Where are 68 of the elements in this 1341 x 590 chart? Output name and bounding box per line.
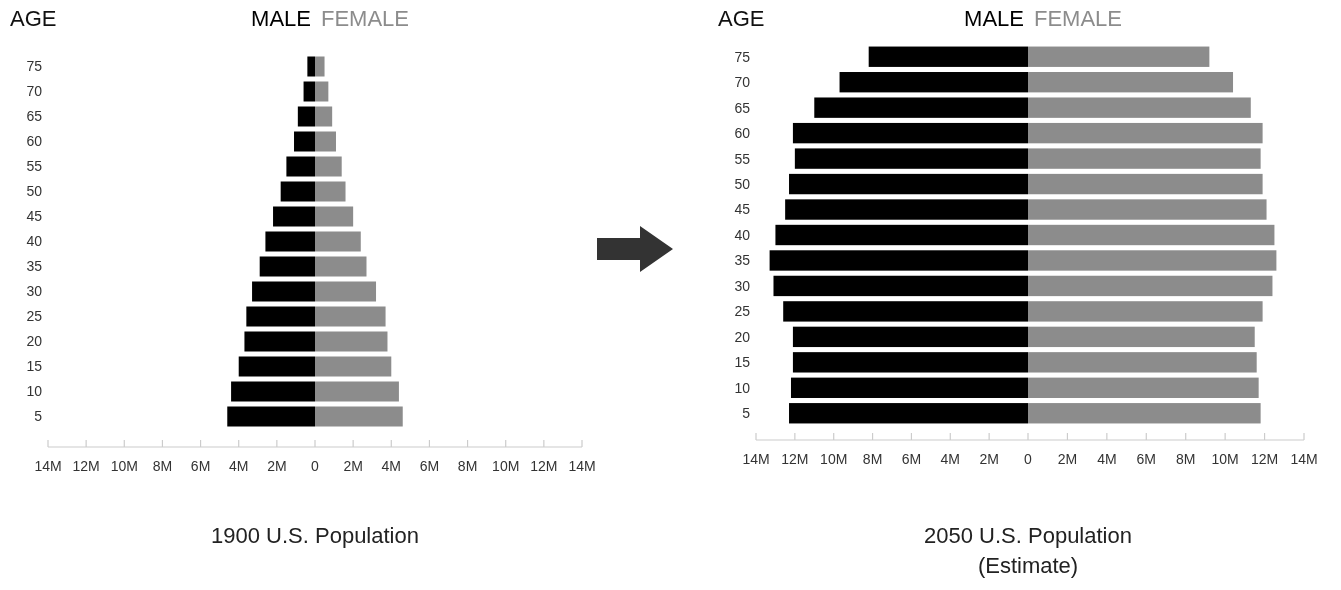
- y-tick-label: 20: [734, 328, 751, 345]
- y-tick-label: 5: [34, 408, 43, 425]
- x-tick-label: 12M: [530, 458, 558, 474]
- text: 1900 U.S. Population: [211, 523, 419, 548]
- x-tick-label: 6M: [1136, 451, 1157, 467]
- x-tick-label: 10M: [110, 458, 138, 474]
- x-tick-label: 14M: [568, 458, 596, 474]
- x-tick-label: 0: [311, 458, 320, 474]
- y-tick-label: 10: [26, 383, 43, 400]
- x-tick-label: 14M: [1290, 451, 1318, 467]
- y-tick-label: 30: [26, 283, 43, 300]
- x-tick-label: 8M: [152, 458, 173, 474]
- y-tick-label: 50: [26, 183, 43, 200]
- series-label: FEMALE: [321, 6, 410, 31]
- x-tick-label: 8M: [1175, 451, 1196, 467]
- y-tick-label: 5: [742, 405, 751, 422]
- x-tick-label: 2M: [1057, 451, 1078, 467]
- y-tick-label: 45: [26, 208, 43, 225]
- y-tick-label: 35: [26, 258, 43, 275]
- y-tick-label: 25: [734, 303, 751, 320]
- series-label: FEMALE: [1034, 6, 1123, 31]
- y-tick-label: 20: [26, 333, 43, 350]
- y-tick-label: 50: [734, 175, 751, 192]
- x-tick-label: 0: [1024, 451, 1033, 467]
- y-axis-title: AGE: [10, 6, 57, 31]
- series-label: MALE: [964, 6, 1024, 31]
- y-axis-title: AGE: [718, 6, 765, 31]
- x-tick-label: 10M: [820, 451, 848, 467]
- y-tick-label: 60: [734, 125, 751, 142]
- y-tick-label: 15: [734, 354, 751, 371]
- x-tick-label: 6M: [419, 458, 440, 474]
- y-tick-label: 70: [734, 74, 751, 91]
- y-tick-label: 40: [734, 226, 751, 243]
- x-tick-label: 2M: [979, 451, 999, 467]
- y-tick-label: 30: [734, 277, 751, 294]
- x-tick-label: 10M: [492, 458, 520, 474]
- x-tick-label: 6M: [901, 451, 922, 467]
- y-tick-label: 25: [26, 308, 43, 325]
- x-tick-label: 12M: [1250, 451, 1279, 467]
- x-tick-label: 2M: [267, 458, 287, 474]
- y-tick-label: 75: [26, 58, 43, 75]
- y-tick-label: 65: [734, 99, 751, 116]
- x-tick-label: 12M: [72, 458, 100, 474]
- y-tick-label: 35: [734, 252, 751, 269]
- y-tick-label: 10: [734, 379, 751, 396]
- y-tick-label: 70: [26, 83, 43, 100]
- y-tick-label: 55: [734, 150, 751, 167]
- y-tick-label: 75: [734, 48, 751, 65]
- x-tick-label: 14M: [742, 451, 770, 467]
- y-tick-label: 45: [734, 201, 751, 218]
- x-tick-label: 4M: [381, 458, 402, 474]
- y-tick-label: 60: [26, 133, 43, 150]
- x-tick-label: 6M: [190, 458, 211, 474]
- x-tick-label: 14M: [34, 458, 62, 474]
- text: 2050 U.S. Population (Estimate): [924, 523, 1132, 578]
- x-tick-label: 8M: [457, 458, 478, 474]
- x-tick-label: 10M: [1211, 451, 1239, 467]
- x-tick-label: 2M: [343, 458, 363, 474]
- x-tick-label: 4M: [1097, 451, 1117, 467]
- y-tick-label: 40: [26, 233, 43, 250]
- y-tick-label: 65: [26, 108, 43, 125]
- x-tick-label: 8M: [862, 451, 883, 467]
- y-tick-label: 55: [26, 158, 43, 175]
- x-tick-label: 12M: [781, 451, 809, 467]
- y-tick-label: 15: [26, 358, 43, 375]
- series-label: MALE: [251, 6, 311, 31]
- x-tick-label: 4M: [940, 451, 961, 467]
- x-tick-label: 4M: [228, 458, 249, 474]
